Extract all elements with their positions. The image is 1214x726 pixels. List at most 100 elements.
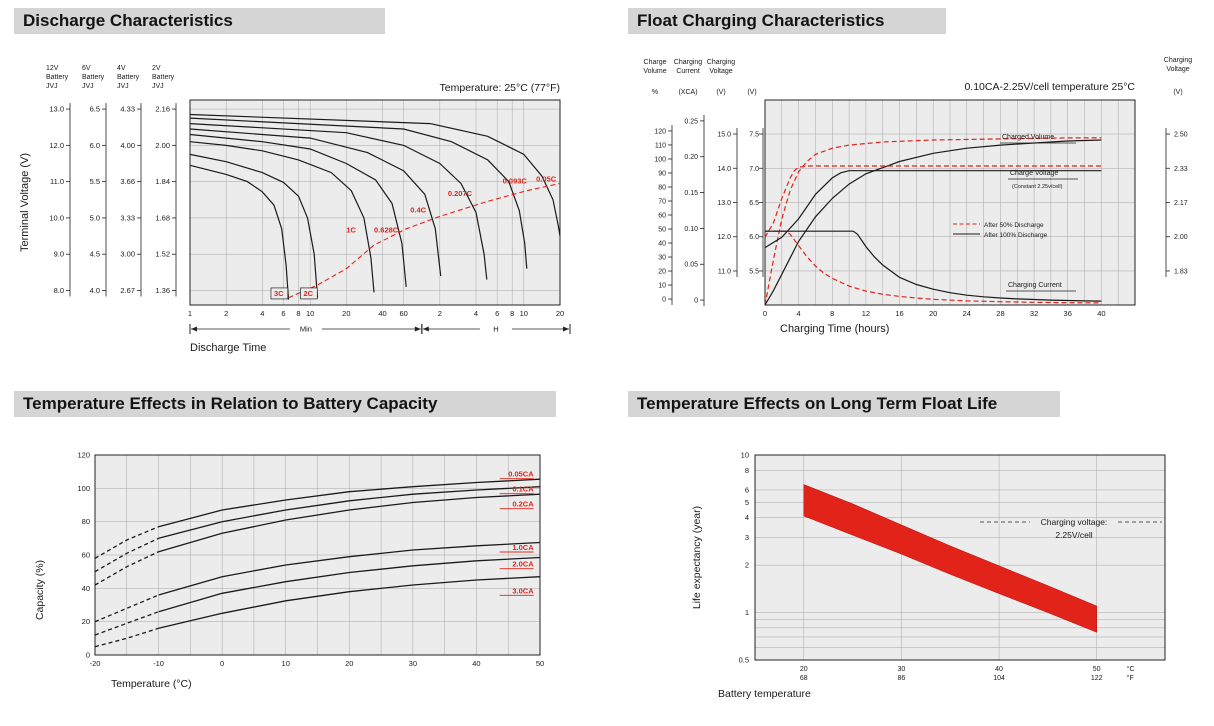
charging-voltage-annotation: Charging voltage: <box>1041 517 1108 527</box>
svg-text:0.20: 0.20 <box>684 154 698 161</box>
svg-text:60: 60 <box>658 213 666 220</box>
svg-text:%: % <box>652 89 658 96</box>
svg-text:(V): (V) <box>1173 89 1182 96</box>
charging-voltage-value: 2.25V/cell <box>1055 530 1092 540</box>
svg-text:Current: Current <box>676 68 699 75</box>
x-axis-label: Discharge Time <box>190 342 266 354</box>
rate-label-0.05C: 0.05C <box>536 175 557 184</box>
svg-text:Battery: Battery <box>152 74 175 81</box>
svg-text:16: 16 <box>895 309 903 318</box>
curve-label-0.1CA: 0.1CA <box>512 485 534 494</box>
panel-temperature-capacity: Temperature Effects in Relation to Batte… <box>14 391 600 711</box>
svg-text:80: 80 <box>658 184 666 191</box>
capacity-curve-0.05CA <box>158 478 541 528</box>
svg-text:6: 6 <box>495 309 499 318</box>
rate-label-3C: 3C <box>274 289 284 298</box>
svg-text:20: 20 <box>556 309 564 318</box>
svg-text:Min: Min <box>300 325 312 334</box>
label-charge-voltage: Charge Voltage <box>1010 170 1058 177</box>
svg-text:10: 10 <box>658 283 666 290</box>
svg-text:1.68: 1.68 <box>155 213 170 222</box>
svg-text:2.17: 2.17 <box>1174 200 1188 207</box>
discharge-characteristics-chart: 1 2 4 6 8 10 20 40 60 2 4 6 8 10 20 3C 2C 1C 0.628C 0.4C 0.2… <box>19 65 571 354</box>
svg-text:30: 30 <box>658 255 666 262</box>
rate-label-1C: 1C <box>346 225 356 234</box>
svg-text:32: 32 <box>1030 309 1038 318</box>
svg-text:1: 1 <box>745 608 749 617</box>
svg-text:3.66: 3.66 <box>120 177 135 186</box>
svg-text:Battery: Battery <box>82 74 105 81</box>
svg-text:2: 2 <box>224 309 228 318</box>
temp-capacity-chart-group: -20 -10 0 10 20 30 40 50 0 20 40 60 80 100 120 0.05CA 0.… <box>34 451 544 691</box>
charge-voltage-after-50 <box>764 165 1102 238</box>
capacity-curve-1.0CA-lowtemp <box>94 594 159 623</box>
svg-text:Charging: Charging <box>674 59 703 66</box>
panel-float-life: Temperature Effects on Long Term Float L… <box>628 391 1214 711</box>
svg-text:1.36: 1.36 <box>155 286 170 295</box>
svg-text:40: 40 <box>82 584 90 593</box>
y-axis-label: Life expectancy (year) <box>691 506 703 609</box>
svg-text:4.33: 4.33 <box>120 105 135 114</box>
capacity-curve-0.05CA-lowtemp <box>94 526 159 559</box>
svg-text:8: 8 <box>745 466 749 475</box>
y-axis-label: Capacity (%) <box>34 560 46 620</box>
svg-text:0.5: 0.5 <box>739 656 749 665</box>
svg-text:1: 1 <box>188 309 192 318</box>
panel-discharge-characteristics: Discharge Characteristics 1 2 4 6 8 10 20 40 60 2… <box>14 8 600 368</box>
svg-text:30: 30 <box>409 659 417 668</box>
float-life-chart-group: 1086543210.5206830864010450122°C°FChargi… <box>691 451 1166 700</box>
svg-text:2.16: 2.16 <box>155 105 170 114</box>
svg-text:20: 20 <box>929 309 937 318</box>
svg-text:4.00: 4.00 <box>120 141 135 150</box>
svg-text:50: 50 <box>536 659 544 668</box>
svg-text:3.33: 3.33 <box>120 213 135 222</box>
svg-text:0: 0 <box>86 651 90 660</box>
svg-text:4: 4 <box>474 309 478 318</box>
svg-text:12.0: 12.0 <box>49 141 64 150</box>
svg-text:4: 4 <box>797 309 801 318</box>
svg-text:8: 8 <box>510 309 514 318</box>
svg-text:1.84: 1.84 <box>155 177 170 186</box>
svg-text:15.0: 15.0 <box>717 132 731 139</box>
svg-text:6.5: 6.5 <box>749 200 759 207</box>
legend-after-100-discharge: After 100% Discharge <box>984 232 1048 239</box>
svg-text:4.0: 4.0 <box>90 286 100 295</box>
rate-label-0.4C: 0.4C <box>410 205 426 214</box>
svg-text:2.00: 2.00 <box>1174 234 1188 241</box>
svg-text:JVJ: JVJ <box>117 83 129 90</box>
panel-float-charging: Float Charging Characteristics 0 4 8 12 16 20… <box>628 8 1214 368</box>
svg-text:JVJ: JVJ <box>82 83 94 90</box>
svg-text:70: 70 <box>658 198 666 205</box>
svg-text:6.0: 6.0 <box>90 141 100 150</box>
capacity-curve-1.0CA <box>158 541 541 596</box>
svg-text:0: 0 <box>220 659 224 668</box>
svg-text:3: 3 <box>745 533 749 542</box>
svg-text:90: 90 <box>658 170 666 177</box>
svg-text:120: 120 <box>654 128 666 135</box>
svg-text:10: 10 <box>306 309 314 318</box>
svg-text:Voltage: Voltage <box>709 68 732 75</box>
svg-text:6V: 6V <box>82 65 91 72</box>
svg-text:104: 104 <box>993 675 1005 682</box>
svg-text:(V): (V) <box>716 89 725 96</box>
svg-text:13.0: 13.0 <box>717 200 731 207</box>
svg-text:10.0: 10.0 <box>49 213 64 222</box>
svg-text:8.0: 8.0 <box>54 286 64 295</box>
svg-text:86: 86 <box>898 675 906 682</box>
section-title-temperature-capacity: Temperature Effects in Relation to Batte… <box>14 391 556 417</box>
discharge-curve-0.4C <box>189 128 442 277</box>
svg-text:Volume: Volume <box>643 68 666 75</box>
legend-after-50-discharge: After 50% Discharge <box>984 222 1044 229</box>
svg-text:JVJ: JVJ <box>152 83 164 90</box>
svg-text:6.0: 6.0 <box>749 234 759 241</box>
svg-text:Charge: Charge <box>644 59 667 66</box>
svg-text:2V: 2V <box>152 65 161 72</box>
svg-text:24: 24 <box>963 309 971 318</box>
svg-text:8: 8 <box>296 309 300 318</box>
rate-label-0.628C: 0.628C <box>374 225 399 234</box>
capacity-curve-2.0CA <box>158 556 541 613</box>
svg-text:2.50: 2.50 <box>1174 132 1188 139</box>
charging-current-after-50 <box>765 230 1102 304</box>
svg-text:40: 40 <box>378 309 386 318</box>
